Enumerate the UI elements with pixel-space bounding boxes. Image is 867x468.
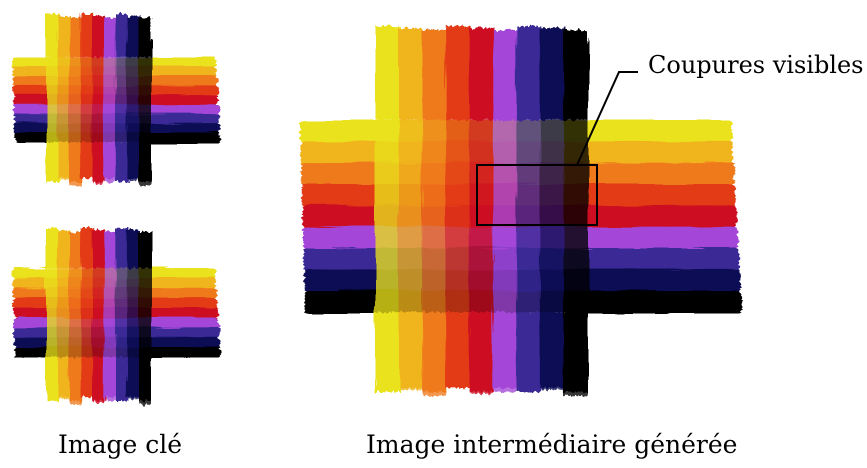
vertical-stripe: [46, 357, 60, 401]
vertical-stripe: [57, 230, 71, 268]
vertical-stripe: [375, 26, 401, 120]
callout-label: Coupures visibles: [648, 51, 864, 79]
vertical-stripe: [138, 18, 152, 57]
vertical-stripe: [445, 312, 471, 388]
vertical-stripe: [469, 312, 495, 392]
vertical-stripe: [69, 142, 83, 182]
vertical-stripe: [80, 14, 94, 57]
vertical-stripe: [103, 18, 117, 182]
vertical-stripe: [57, 357, 71, 397]
vertical-stripe: [516, 312, 542, 392]
vertical-stripe: [115, 14, 129, 57]
vertical-stripe: [115, 228, 129, 268]
vertical-stripe: [398, 312, 424, 388]
vertical-stripe: [422, 312, 448, 392]
vertical-stripe: [103, 18, 117, 57]
vertical-stripe: [492, 30, 518, 120]
vertical-stripe: [138, 357, 152, 401]
vertical-stripe: [115, 357, 129, 401]
vertical-stripe: [492, 312, 518, 388]
vertical-stripe: [92, 16, 106, 57]
key-image-top: [12, 14, 221, 186]
vertical-stripe: [57, 16, 71, 57]
vertical-stripe: [57, 142, 71, 178]
vertical-stripe: [126, 230, 140, 399]
generated-image: [300, 26, 742, 396]
vertical-stripe: [126, 142, 140, 178]
vertical-stripe: [126, 16, 140, 57]
vertical-stripe: [69, 18, 83, 57]
vertical-stripe: [69, 357, 83, 401]
vertical-stripe: [92, 142, 106, 182]
vertical-stripe: [516, 26, 542, 120]
vertical-stripe: [80, 228, 94, 268]
key-image-bottom: [12, 228, 221, 405]
vertical-stripe: [492, 30, 518, 392]
vertical-stripe: [46, 14, 60, 57]
vertical-stripe: [103, 357, 117, 397]
vertical-stripe: [103, 232, 117, 268]
vertical-stripe: [80, 357, 94, 397]
vertical-stripe: [126, 230, 140, 268]
vertical-stripe: [445, 26, 471, 120]
vertical-stripe: [138, 232, 152, 268]
vertical-stripe: [422, 30, 448, 396]
vertical-stripe: [80, 228, 94, 397]
vertical-stripe: [92, 357, 106, 401]
vertical-stripe: [80, 142, 94, 178]
vertical-stripe: [563, 30, 589, 396]
vertical-stripe: [375, 312, 401, 392]
vertical-stripe: [92, 230, 106, 268]
vertical-stripe: [126, 357, 140, 397]
vertical-stripe: [115, 142, 129, 182]
key-image-caption: Image clé: [58, 430, 183, 459]
vertical-stripe: [563, 312, 589, 392]
vertical-stripe: [46, 228, 60, 268]
vertical-stripe: [57, 230, 71, 399]
vertical-stripe: [422, 30, 448, 120]
highlight-box: [476, 164, 598, 226]
callout-leader-line: [576, 71, 638, 166]
vertical-stripe: [469, 28, 495, 120]
vertical-stripe: [138, 142, 152, 182]
vertical-stripe: [46, 142, 60, 182]
vertical-stripe: [539, 312, 565, 388]
vertical-stripe: [103, 142, 117, 178]
vertical-stripe: [69, 232, 83, 268]
generated-image-caption: Image intermédiaire générée: [366, 430, 738, 459]
vertical-stripe: [398, 28, 424, 120]
vertical-stripe: [539, 28, 565, 120]
vertical-stripe: [563, 30, 589, 120]
